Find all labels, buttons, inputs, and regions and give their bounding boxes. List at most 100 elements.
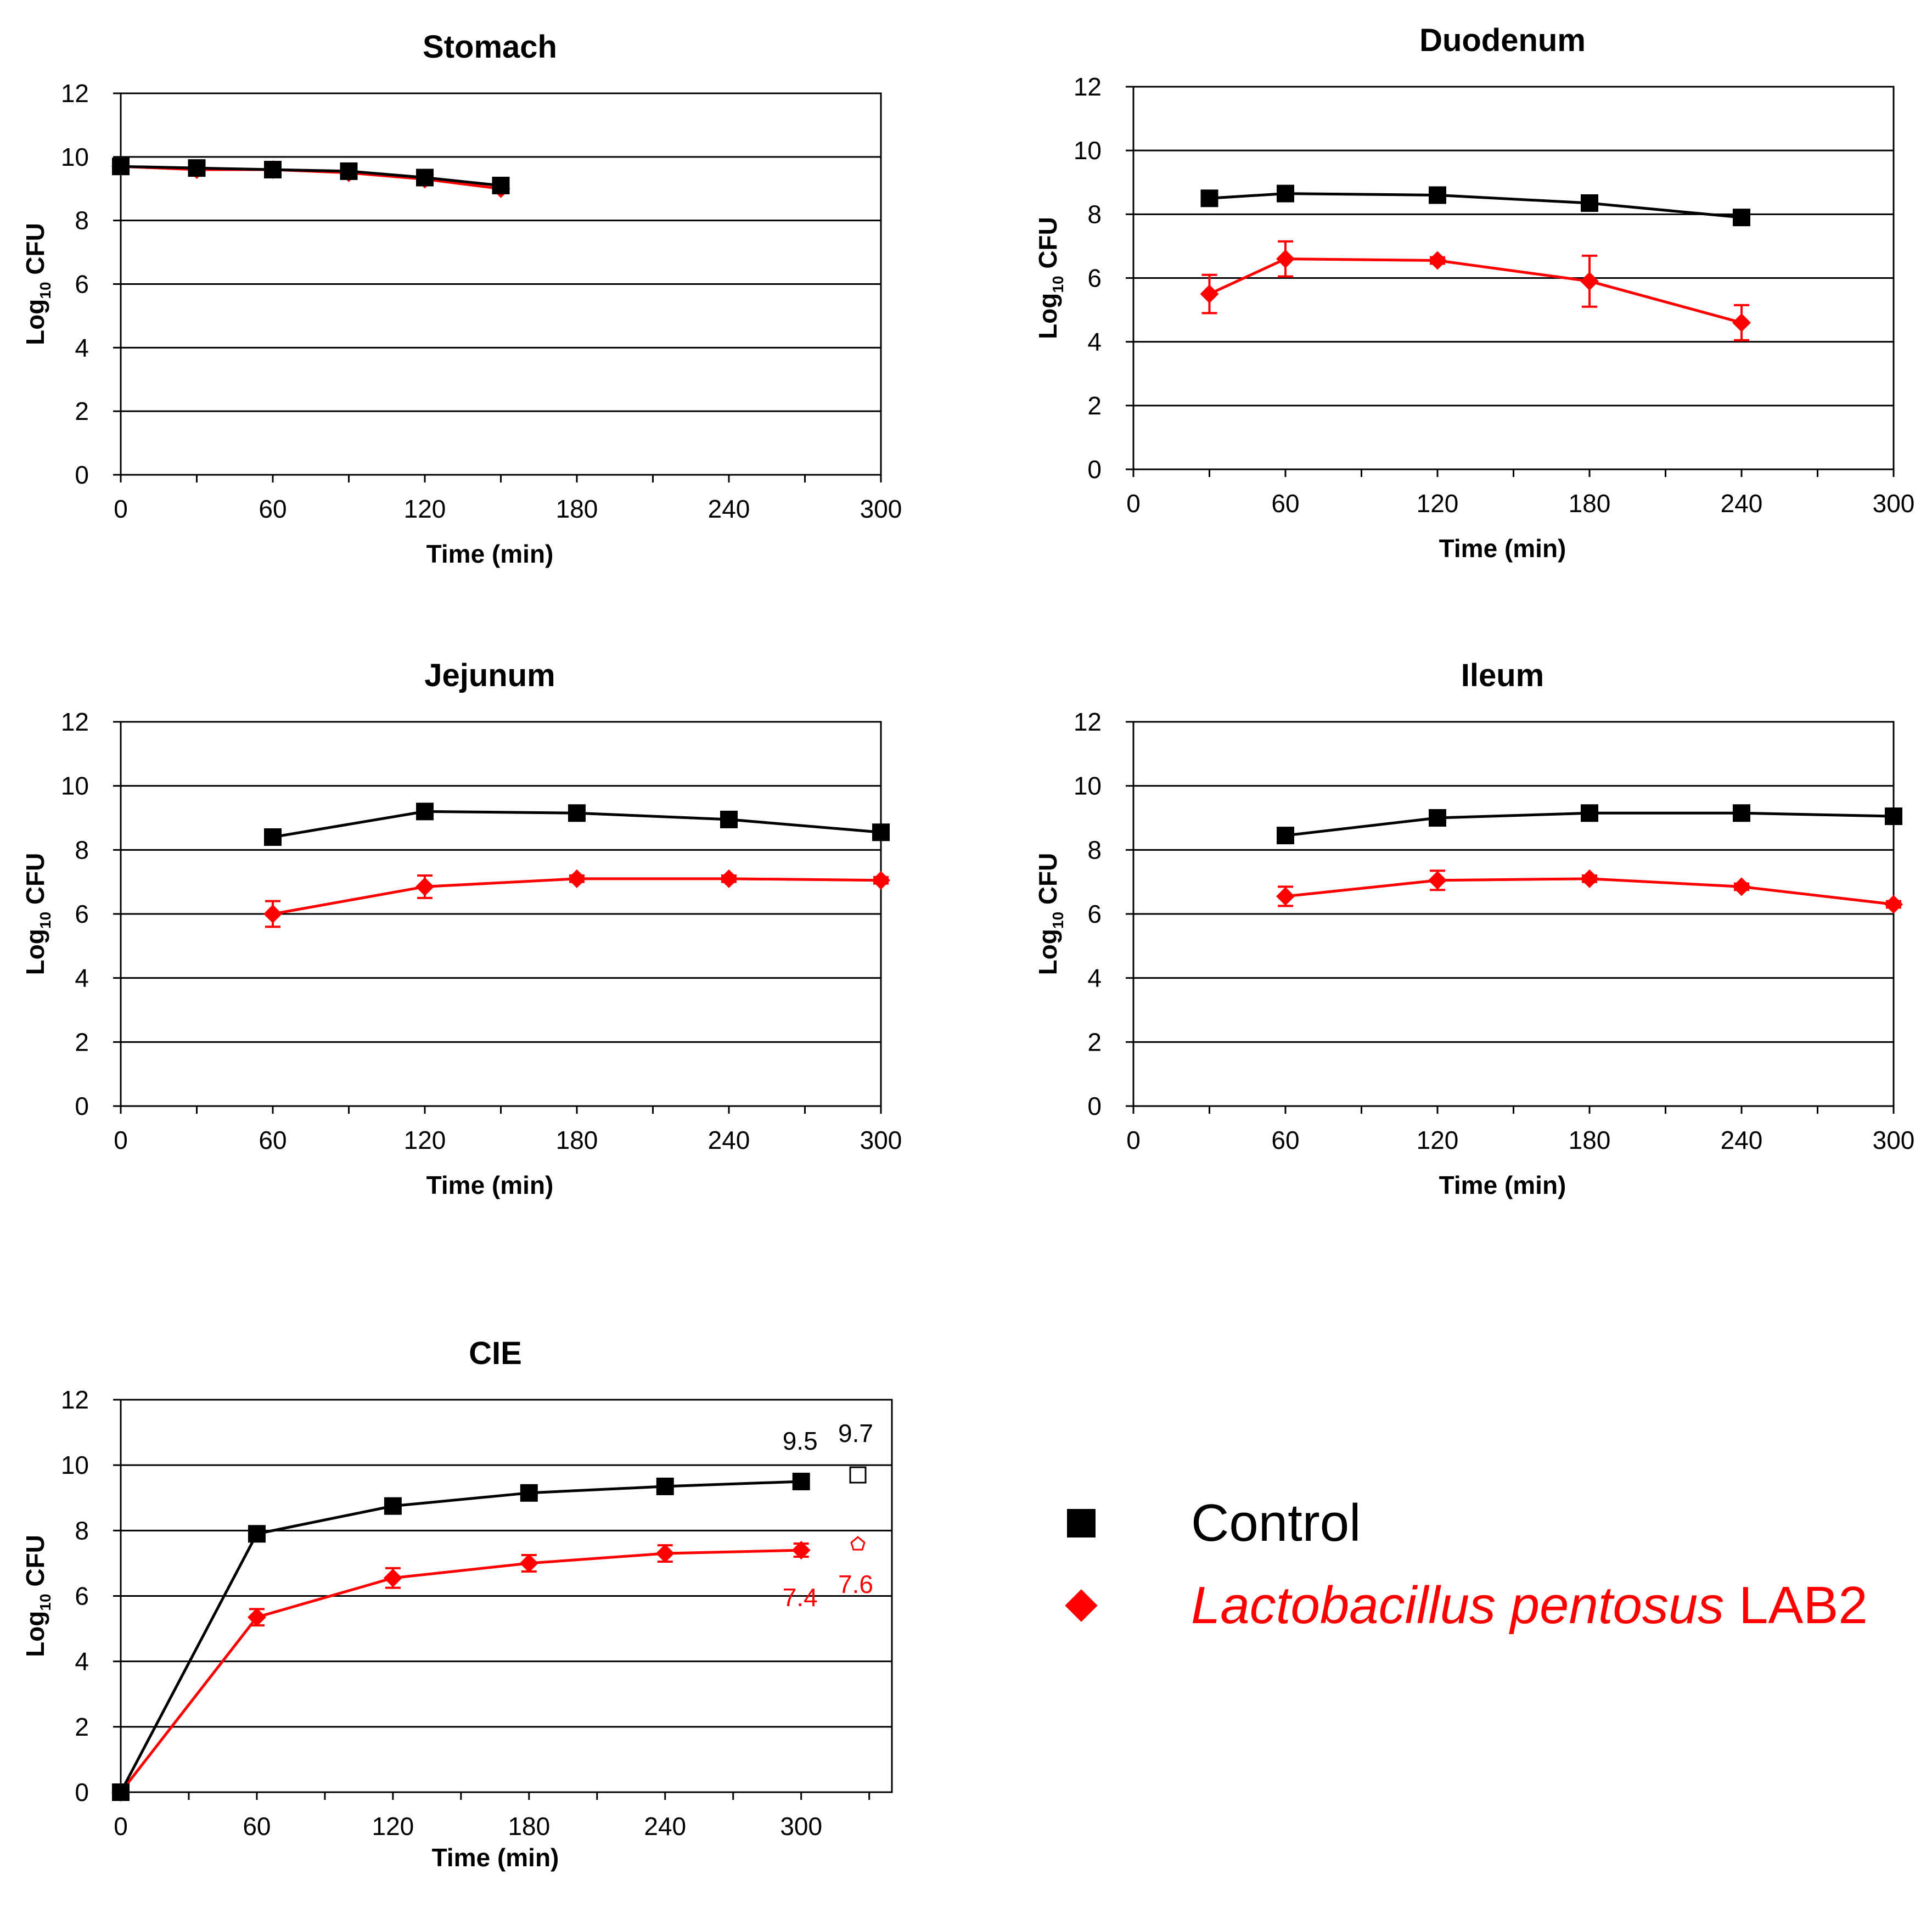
- data-point-square: [1581, 804, 1598, 822]
- y-tick-label: 8: [1087, 835, 1102, 864]
- x-tick-label: 240: [708, 495, 750, 523]
- hollow-point-control: [849, 1466, 867, 1484]
- y-tick-label: 2: [1087, 1028, 1102, 1056]
- data-label: 9.7: [838, 1419, 873, 1447]
- y-tick-label: 0: [75, 461, 89, 489]
- data-point-diamond: [1580, 869, 1599, 888]
- x-tick-label: 180: [1569, 1126, 1611, 1154]
- y-tick-label: 4: [75, 333, 89, 362]
- legend-square-icon: [1065, 1507, 1098, 1540]
- data-point-square: [1885, 807, 1902, 826]
- y-tick-label: 12: [1074, 72, 1102, 101]
- y-tick-label: 6: [75, 270, 89, 299]
- y-tick-label: 6: [1087, 900, 1102, 928]
- data-point-square: [520, 1484, 538, 1502]
- data-label: 7.6: [838, 1570, 873, 1598]
- data-point-square: [872, 823, 890, 841]
- data-point-square: [416, 803, 434, 821]
- data-point-square: [568, 804, 586, 822]
- series-line: [120, 165, 501, 187]
- data-point-diamond: [720, 869, 738, 888]
- series-control: [112, 1472, 810, 1801]
- data-point-square: [112, 158, 130, 176]
- x-tick-label: 240: [708, 1126, 750, 1154]
- y-tick-label: 2: [75, 1713, 89, 1741]
- data-label: 7.4: [783, 1583, 818, 1612]
- x-tick-label: 300: [780, 1812, 822, 1841]
- series-lab2: [1276, 869, 1903, 914]
- data-point-square: [1277, 827, 1294, 845]
- x-tick-label: 60: [259, 495, 287, 523]
- series-control: [1200, 184, 1750, 227]
- chart-title: Ileum: [1461, 658, 1545, 693]
- legend-diamond-icon: [1065, 1589, 1098, 1622]
- x-tick-label: 0: [1126, 489, 1141, 518]
- y-axis-label: Log10 CFU: [1034, 217, 1066, 339]
- y-tick-label: 6: [75, 900, 89, 928]
- data-point-diamond: [1732, 313, 1751, 332]
- x-tick-label: 180: [1569, 489, 1611, 518]
- data-point-square: [1429, 809, 1446, 827]
- series-line: [1209, 257, 1742, 324]
- data-point-square: [112, 1783, 130, 1801]
- data-point-diamond: [872, 871, 890, 890]
- data-point-square: [416, 169, 434, 187]
- series-line: [119, 1480, 801, 1793]
- y-tick-label: 10: [61, 143, 89, 171]
- data-point-diamond: [1732, 877, 1751, 896]
- data-point-diamond: [655, 1544, 675, 1563]
- y-tick-label: 0: [75, 1778, 89, 1806]
- data-point-diamond: [1276, 886, 1295, 906]
- chart-title: Duodenum: [1419, 23, 1586, 58]
- legend-item-lab2: Lactobacillus pentosus LAB2: [1065, 1564, 1868, 1647]
- x-tick-label: 120: [372, 1812, 414, 1841]
- legend-item-control: Control: [1065, 1482, 1868, 1564]
- x-tick-label: 180: [508, 1812, 550, 1841]
- x-tick-label: 0: [114, 1126, 128, 1154]
- series-line: [120, 1548, 801, 1793]
- legend-label-lab2-strain: LAB2: [1724, 1576, 1868, 1635]
- y-tick-label: 0: [1087, 455, 1102, 484]
- x-axis-label: Time (min): [426, 540, 554, 568]
- y-axis-label-log: Log: [21, 929, 49, 975]
- x-tick-label: 60: [1271, 1126, 1299, 1154]
- series-lab2: [1200, 240, 1751, 341]
- data-point-diamond: [1884, 895, 1903, 914]
- data-point-square: [492, 176, 510, 194]
- x-tick-label: 60: [1271, 489, 1299, 518]
- data-point-square: [188, 159, 206, 177]
- x-tick-label: 240: [1721, 489, 1763, 518]
- data-point-square: [792, 1472, 810, 1490]
- data-point-square: [340, 162, 358, 180]
- legend-label-lab2: Lactobacillus pentosus LAB2: [1191, 1575, 1868, 1636]
- chart-title: Stomach: [423, 29, 557, 65]
- series-lab2: [111, 157, 510, 198]
- y-tick-label: 4: [75, 964, 89, 992]
- x-tick-label: 60: [259, 1126, 287, 1154]
- y-axis-label-unit: CFU: [21, 853, 49, 912]
- y-axis-label-unit: CFU: [1034, 853, 1062, 912]
- y-tick-label: 12: [61, 1385, 89, 1414]
- y-tick-label: 4: [75, 1647, 89, 1676]
- data-point-diamond: [791, 1541, 811, 1560]
- x-axis-label: Time (min): [1439, 1171, 1566, 1199]
- y-axis-label-log: Log: [1034, 293, 1062, 339]
- y-tick-label: 4: [1087, 964, 1102, 992]
- x-tick-label: 300: [1873, 489, 1915, 518]
- x-tick-label: 120: [1417, 489, 1459, 518]
- hollow-point-lab2: [850, 1536, 866, 1551]
- y-axis-label: Log10 CFU: [1034, 853, 1066, 975]
- data-point-square: [264, 161, 282, 178]
- series-control: [264, 803, 890, 846]
- x-tick-label: 0: [114, 1812, 128, 1841]
- x-axis-label: Time (min): [432, 1843, 559, 1872]
- data-point-diamond: [1428, 871, 1447, 890]
- data-point-square: [1733, 209, 1750, 227]
- chart-title: Jejunum: [424, 658, 555, 693]
- data-point-square: [1277, 184, 1294, 203]
- x-tick-label: 120: [404, 495, 446, 523]
